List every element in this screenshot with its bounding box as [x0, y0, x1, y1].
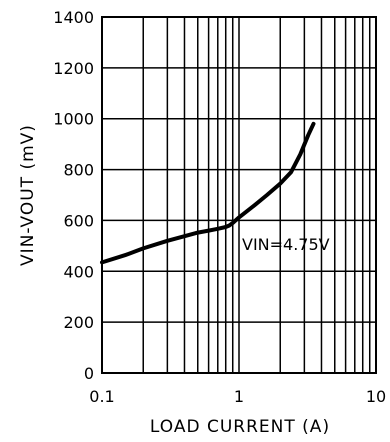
- y-tick-label: 600: [63, 211, 94, 230]
- grid-lines: [101, 16, 376, 374]
- y-tick-labels: 0 200 400 600 800 1000 1200 1400: [53, 8, 94, 383]
- y-tick-label: 1200: [53, 59, 94, 78]
- x-axis-title: LOAD CURRENT (A): [150, 417, 330, 437]
- y-tick-label: 200: [63, 313, 94, 332]
- y-axis-title: VIN-VOUT (mV): [18, 124, 38, 266]
- y-tick-label: 1000: [53, 110, 94, 129]
- y-tick-label: 1400: [53, 8, 94, 27]
- y-tick-label: 800: [63, 161, 94, 180]
- x-tick-label: 0.1: [89, 387, 114, 406]
- x-tick-labels: 0.1 1 10: [89, 387, 386, 406]
- y-tick-label: 0: [84, 364, 94, 383]
- x-tick-label: 10: [366, 387, 386, 406]
- plot-frame: [101, 16, 377, 374]
- y-tick-label: 400: [63, 262, 94, 281]
- x-tick-label: 1: [234, 387, 244, 406]
- series-annotation: VIN=4.75V: [242, 235, 330, 254]
- series-line-vin-4.75v: [100, 121, 316, 265]
